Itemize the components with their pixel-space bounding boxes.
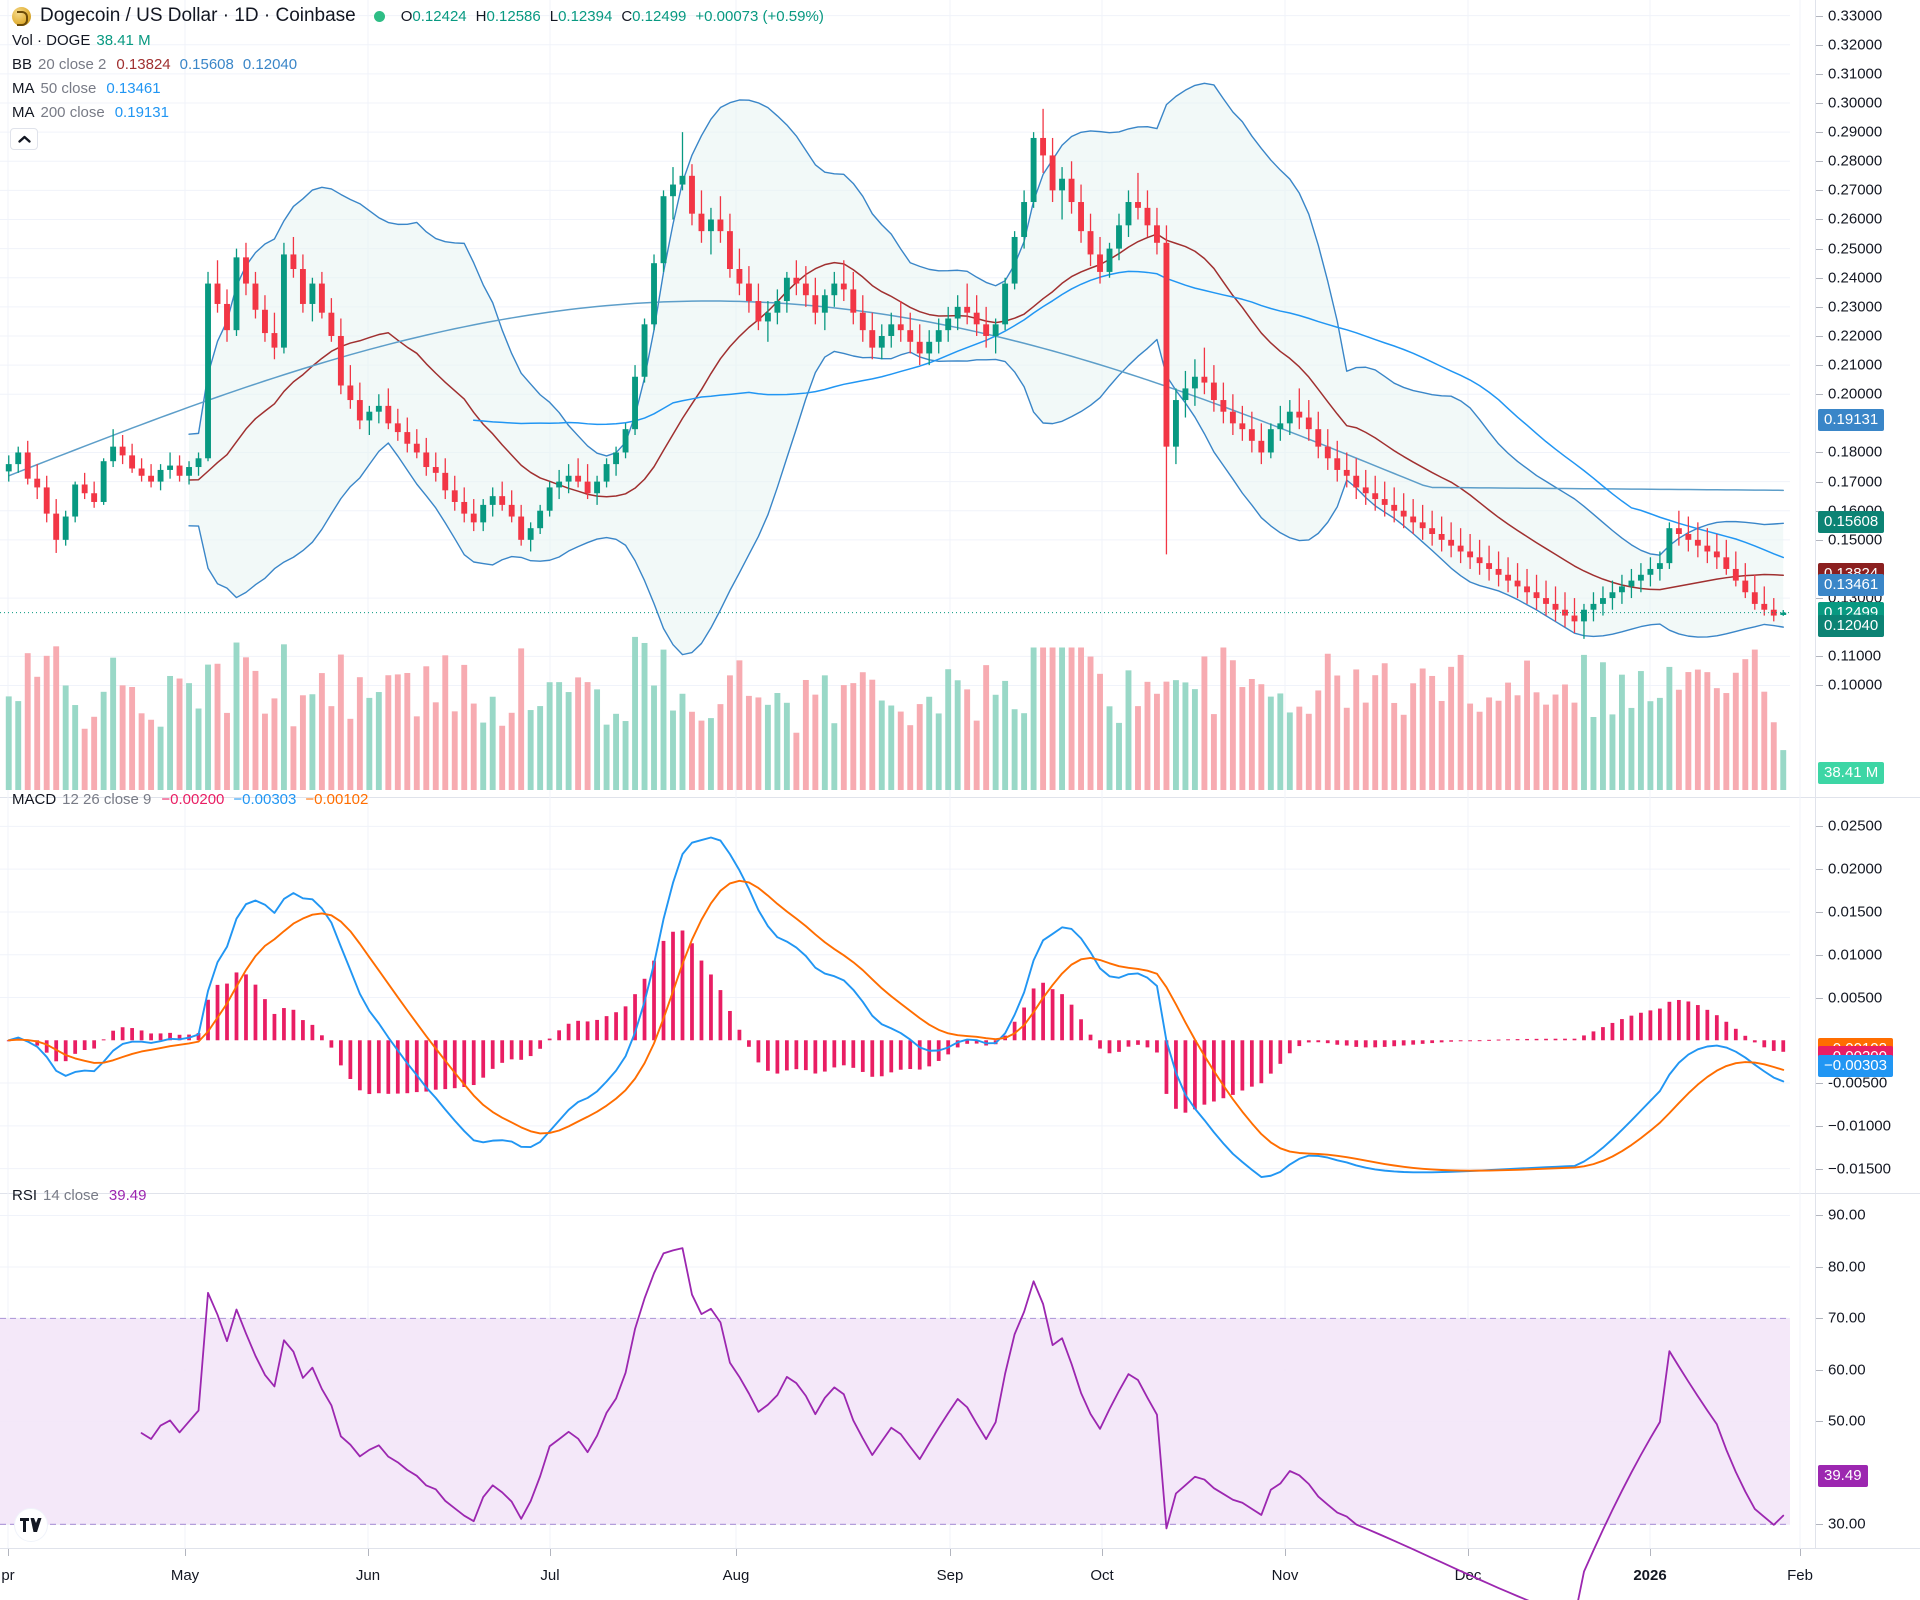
legend-row-symbol[interactable]: Dogecoin / US Dollar · 1D · Coinbase O0.… [12, 4, 824, 28]
dogecoin-coin-icon [12, 6, 31, 26]
time-axis-label: Aug [722, 1567, 750, 1584]
time-axis-tick [1800, 1549, 1801, 1556]
ohlc-change: +0.00073 (+0.59%) [695, 7, 824, 25]
ohlc-h-value: 0.12586 [486, 7, 541, 25]
volume-label: Vol · DOGE [12, 31, 91, 49]
legend-row-ma200[interactable]: MA 200 close 0.19131 [12, 100, 824, 124]
ohlc-c-label: C [621, 7, 633, 25]
ohlc-h-label: H [475, 7, 487, 25]
market-open-dot [373, 10, 385, 22]
ohlc-l-value: 0.12394 [558, 7, 613, 25]
macd-params: 12 26 close 9 [62, 790, 152, 808]
tradingview-logo[interactable] [14, 1508, 48, 1542]
time-axis-label: Sep [936, 1567, 964, 1584]
time-axis-tick [1102, 1549, 1103, 1556]
price-axis-divider [1815, 0, 1816, 1600]
ohlc-values: O0.12424 H0.12586 L0.12394 C0.12499 +0.0… [401, 8, 824, 25]
time-axis-tick [185, 1549, 186, 1556]
chart-legend: Dogecoin / US Dollar · 1D · Coinbase O0.… [12, 4, 824, 124]
rsi-params: 14 close [43, 1186, 99, 1204]
time-axis-label: May [170, 1567, 200, 1584]
ma200-params: 200 close [40, 103, 105, 121]
ohlc-l-label: L [549, 7, 559, 25]
macd-label: MACD [12, 790, 57, 808]
legend-row-bb[interactable]: BB 20 close 2 0.13824 0.15608 0.12040 [12, 52, 824, 76]
macd-hist-value: −0.00200 [161, 790, 225, 808]
legend-row-ma50[interactable]: MA 50 close 0.13461 [12, 76, 824, 100]
time-axis-tick [1650, 1549, 1651, 1556]
ohlc-o-label: O [400, 7, 413, 25]
time-axis-label: Feb [1787, 1567, 1813, 1584]
bb-label: BB [12, 55, 33, 73]
time-axis-tick [736, 1549, 737, 1556]
legend-row-volume[interactable]: Vol · DOGE 38.41 M [12, 28, 824, 52]
bb-params: 20 close 2 [38, 55, 107, 73]
ma50-params: 50 close [40, 79, 97, 97]
time-axis-tick [1468, 1549, 1469, 1556]
rsi-label: RSI [12, 1186, 38, 1204]
time-axis-tick [1285, 1549, 1286, 1556]
time-axis-tick [368, 1549, 369, 1556]
rsi-value: 39.49 [108, 1186, 147, 1204]
time-axis-label: pr [1, 1567, 15, 1584]
macd-signal-value: −0.00102 [305, 790, 369, 808]
pane-separator-rsi[interactable] [0, 1193, 1920, 1194]
collapse-legend-chevron-button[interactable] [10, 128, 38, 150]
time-axis-label: Oct [1090, 1567, 1114, 1584]
macd-line-value: −0.00303 [233, 790, 297, 808]
time-axis-label: Jul [540, 1567, 560, 1584]
symbol-title: Dogecoin / US Dollar · 1D · Coinbase [40, 5, 356, 26]
time-axis[interactable]: pr May Jun Jul Aug Sep Oct Nov Dec 2026 Feb [0, 1548, 1920, 1600]
ma200-label: MA [12, 103, 35, 121]
ma200-value: 0.19131 [114, 103, 169, 121]
pane-separator-macd[interactable] [0, 797, 1920, 798]
time-axis-label: Jun [355, 1567, 381, 1584]
chevron-up-icon [17, 135, 31, 143]
macd-legend[interactable]: MACD 12 26 close 9 −0.00200 −0.00303 −0.… [12, 787, 368, 811]
time-axis-label: Nov [1271, 1567, 1299, 1584]
bb-basis-value: 0.13824 [116, 55, 171, 73]
ma50-label: MA [12, 79, 35, 97]
bb-upper-value: 0.15608 [179, 55, 234, 73]
rsi-legend[interactable]: RSI 14 close 39.49 [12, 1183, 146, 1207]
time-axis-tick [8, 1549, 9, 1556]
time-axis-label: 2026 [1633, 1567, 1667, 1584]
volume-value: 38.41 M [96, 31, 151, 49]
time-axis-tick [950, 1549, 951, 1556]
time-axis-tick [550, 1549, 551, 1556]
ma50-value: 0.13461 [106, 79, 161, 97]
ohlc-o-value: 0.12424 [412, 7, 467, 25]
ohlc-c-value: 0.12499 [632, 7, 687, 25]
bb-lower-value: 0.12040 [242, 55, 298, 73]
